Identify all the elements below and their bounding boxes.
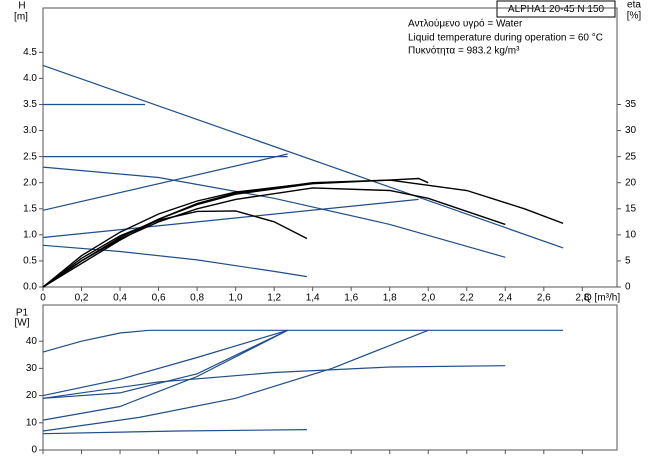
curve — [42, 64, 564, 249]
y2-tick-label: 5 — [625, 256, 631, 267]
y-tick-label: 4.0 — [23, 73, 37, 84]
x-tick-label: 1,0 — [229, 293, 243, 304]
y2-tick-label: 15 — [625, 203, 637, 214]
y2-tick-label: 20 — [625, 177, 637, 188]
y-tick-label: 10 — [26, 417, 38, 428]
x-tick-label: 0,6 — [152, 293, 166, 304]
y-axis-label: H — [18, 1, 25, 12]
annotation: Πυκνότητα = 983.2 kg/m³ — [408, 45, 520, 57]
x-tick-label: 2,6 — [537, 293, 551, 304]
curve — [42, 244, 307, 278]
y2-axis-label: eta — [627, 0, 641, 11]
annotation: Liquid temperature during operation = 60… — [408, 33, 603, 44]
y-tick-label: 40 — [26, 336, 38, 347]
curve — [42, 329, 288, 421]
y-tick-label: 30 — [26, 363, 38, 374]
curve — [42, 429, 307, 435]
y2-tick-label: 0 — [625, 282, 631, 293]
plot-frame — [42, 304, 618, 451]
x-tick-label: 0 — [40, 293, 46, 304]
y-tick-label: 4.5 — [23, 47, 37, 58]
x-tick-label: 1,2 — [267, 293, 281, 304]
title-box — [496, 0, 616, 18]
curve — [42, 365, 506, 399]
x-tick-label: 0,8 — [190, 293, 204, 304]
x-tick-label: 1,8 — [383, 293, 397, 304]
y-axis-unit: [W] — [15, 318, 30, 329]
y2-tick-label: 25 — [625, 151, 637, 162]
x-axis-label: Q [m³/h] — [584, 293, 620, 304]
curve — [42, 166, 506, 258]
curve — [42, 198, 419, 239]
curve — [42, 329, 429, 432]
curve — [42, 329, 288, 397]
plot-frame — [42, 7, 618, 288]
curve — [42, 153, 288, 211]
x-tick-label: 2,0 — [421, 293, 435, 304]
x-tick-label: 0,2 — [75, 293, 89, 304]
curve — [42, 329, 149, 353]
y-tick-label: 1.0 — [23, 229, 37, 240]
x-tick-label: 2,8 — [575, 293, 589, 304]
curve — [42, 329, 288, 399]
x-tick-label: 1,4 — [306, 293, 320, 304]
y-tick-label: 0 — [31, 445, 37, 456]
y2-tick-label: 10 — [625, 229, 637, 240]
curve — [42, 179, 564, 288]
x-tick-label: 1,6 — [344, 293, 358, 304]
y-axis-unit: [m] — [14, 12, 28, 23]
y-tick-label: 0.5 — [23, 256, 37, 267]
y2-tick-label: 35 — [625, 99, 637, 110]
y-tick-label: 3.0 — [23, 125, 37, 136]
annotation: Αντλούμενο υγρό = Water — [408, 18, 523, 30]
x-tick-label: 0,4 — [113, 293, 127, 304]
y2-axis-unit: [%] — [627, 11, 642, 22]
curve — [42, 184, 294, 288]
y-axis-label: P1 — [16, 308, 29, 319]
curve — [42, 177, 429, 288]
y-tick-label: 3.5 — [23, 99, 37, 110]
chart-title: ALPHA1 20-45 N 150 — [508, 4, 605, 15]
y2-tick-label: 30 — [625, 125, 637, 136]
y-tick-label: 1.5 — [23, 203, 37, 214]
y-tick-label: 20 — [26, 390, 38, 401]
y-tick-label: 2.5 — [23, 151, 37, 162]
x-tick-label: 2,2 — [460, 293, 474, 304]
y-tick-label: 0.0 — [23, 282, 37, 293]
y-tick-label: 2.0 — [23, 177, 37, 188]
x-tick-label: 2,4 — [498, 293, 512, 304]
